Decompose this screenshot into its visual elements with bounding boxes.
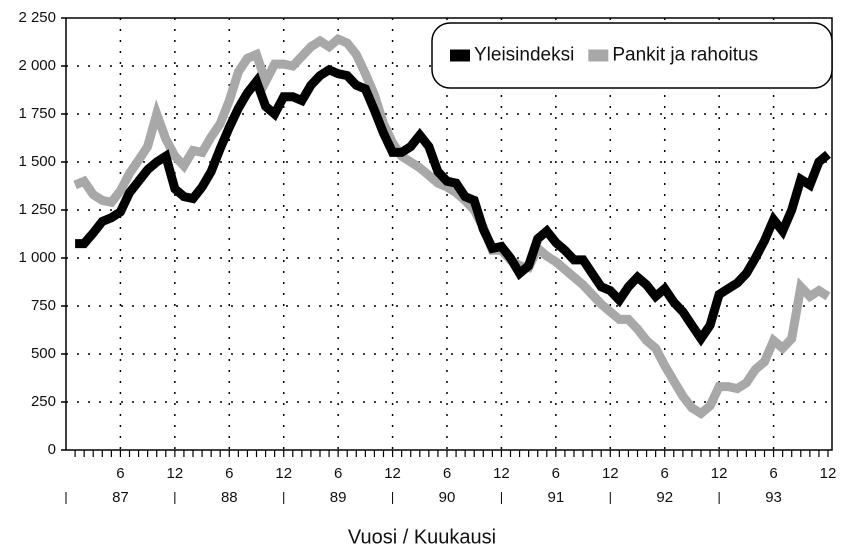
y-tick-label: 2 000 — [18, 57, 56, 74]
x-tick-label: 12 — [167, 465, 184, 482]
year-label: 93 — [765, 489, 782, 506]
x-tick-label: 6 — [769, 465, 777, 482]
y-tick-label: 750 — [31, 297, 56, 314]
y-tick-label: 250 — [31, 393, 56, 410]
legend-label: Pankit ja rahoitus — [612, 45, 758, 66]
y-tick-label: 1 500 — [18, 153, 56, 170]
x-tick-label: 12 — [493, 465, 510, 482]
year-label: 91 — [548, 489, 565, 506]
x-tick-label: 12 — [820, 465, 837, 482]
x-tick-label: 6 — [116, 465, 124, 482]
x-tick-label: 12 — [275, 465, 292, 482]
legend-label: Yleisindeksi — [474, 45, 574, 66]
y-tick-label: 1 000 — [18, 249, 56, 266]
x-tick-label: 6 — [225, 465, 233, 482]
x-tick-label: 6 — [334, 465, 342, 482]
plot-frame — [65, 17, 833, 451]
x-tick-label: 6 — [661, 465, 669, 482]
year-label: 92 — [656, 489, 673, 506]
year-label: 89 — [330, 489, 347, 506]
y-tick-label: 1 750 — [18, 105, 56, 122]
y-tick-label: 0 — [48, 441, 56, 458]
y-tick-label: 500 — [31, 345, 56, 362]
legend-swatch — [450, 49, 470, 62]
x-tick-label: 12 — [384, 465, 401, 482]
series-line — [73, 33, 831, 420]
year-label: 87 — [112, 489, 129, 506]
year-label: 90 — [439, 489, 456, 506]
x-tick-label: 12 — [602, 465, 619, 482]
x-tick-label: 6 — [443, 465, 451, 482]
y-tick-label: 2 250 — [18, 9, 56, 26]
series-line — [75, 64, 831, 347]
x-axis-label: Vuosi / Kuukausi — [348, 526, 496, 548]
x-tick-label: 12 — [711, 465, 728, 482]
y-tick-label: 1 250 — [18, 201, 56, 218]
legend-box — [431, 22, 833, 89]
x-tick-label: 6 — [552, 465, 560, 482]
year-label: 88 — [221, 489, 238, 506]
legend-swatch — [588, 49, 609, 62]
